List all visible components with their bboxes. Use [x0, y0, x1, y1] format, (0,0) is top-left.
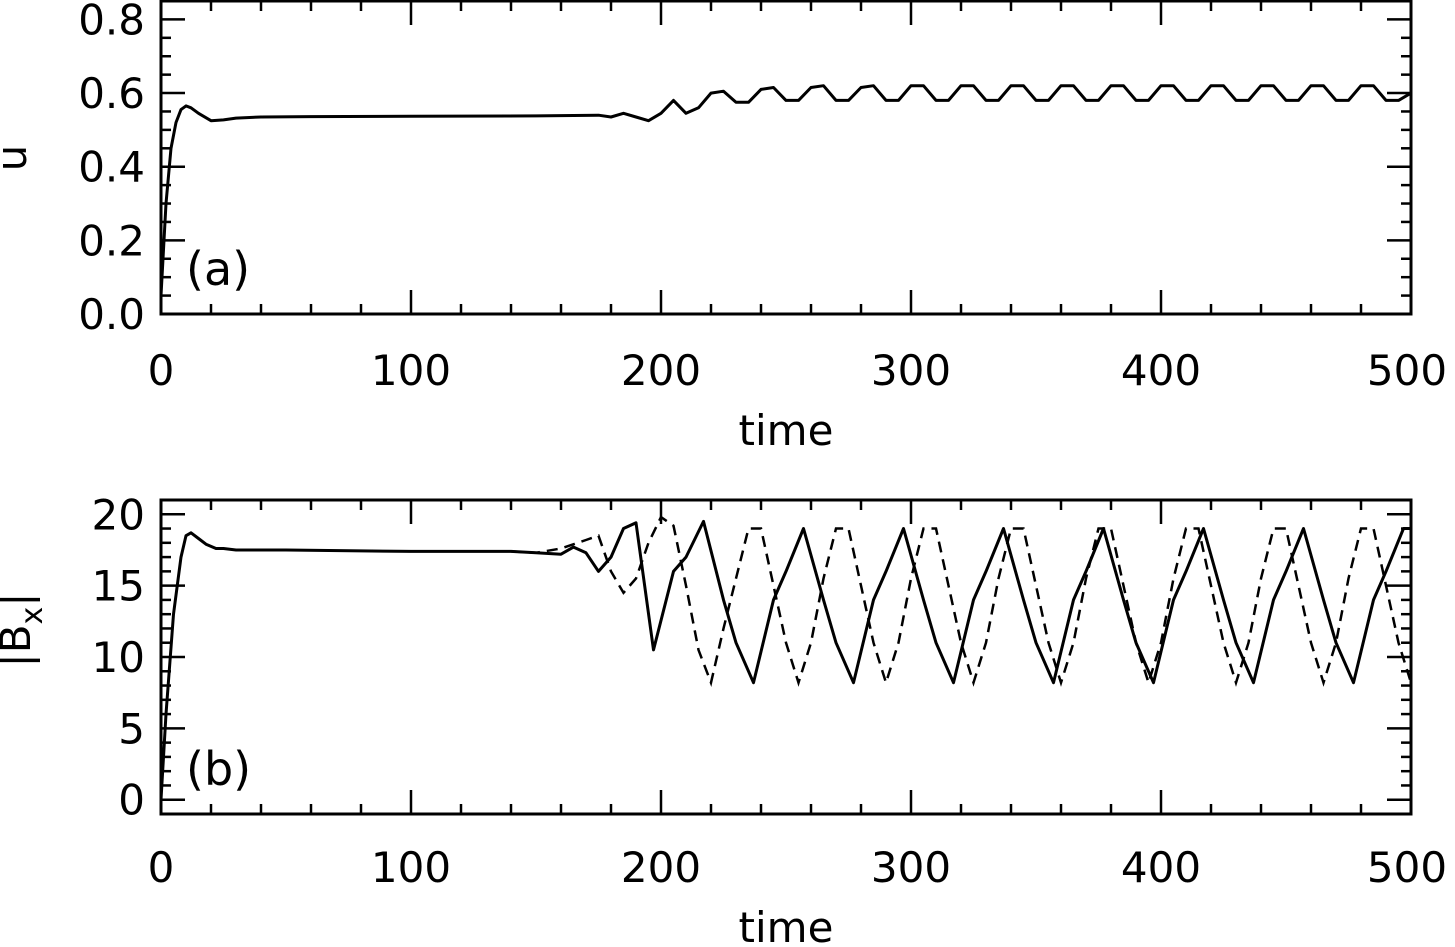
- y-tick-label-a: 0.6: [78, 69, 145, 118]
- y-tick-label-a: 0.4: [78, 143, 145, 192]
- panel-label-a: (a): [186, 242, 250, 296]
- y-tick-labels-a: 0.0 0.2 0.4 0.6 0.8: [78, 0, 145, 339]
- plot-frame-a: [159, 0, 1413, 316]
- y-tick-label-a: 0.0: [78, 290, 145, 339]
- y-axis-title-a: u: [0, 145, 36, 172]
- series-line-b-solid: [159, 519, 1411, 800]
- x-tick-label-a: 500: [1367, 346, 1447, 395]
- y-axis-title-b-sub: x: [15, 607, 50, 625]
- x-tick-label-b: 0: [148, 843, 175, 892]
- ticks-a: [159, 0, 1413, 316]
- series-line-b-dashed: [510, 515, 1413, 687]
- x-axis-title-b: time: [739, 903, 834, 947]
- x-tick-label-b: 300: [871, 843, 951, 892]
- series-group-a: [159, 84, 1412, 296]
- y-tick-label-b: 20: [92, 490, 145, 539]
- y-tick-label-b: 0: [118, 776, 145, 825]
- x-tick-label-b: 500: [1367, 843, 1447, 892]
- x-tick-label-b: 100: [371, 843, 451, 892]
- y-axis-title-b: |Bx|: [0, 593, 50, 668]
- x-tick-labels-b: 0 100 200 300 400 500: [148, 843, 1447, 892]
- y-tick-label-b: 5: [118, 704, 145, 753]
- y-tick-label-b: 15: [92, 562, 145, 611]
- x-axis-title-a: time: [739, 406, 834, 455]
- panel-label-b: (b): [186, 742, 251, 796]
- x-tick-labels-a: 0 100 200 300 400 500: [148, 346, 1447, 395]
- x-tick-label-a: 100: [371, 346, 451, 395]
- x-tick-label-a: 200: [621, 346, 701, 395]
- x-tick-label-b: 200: [621, 843, 701, 892]
- ticks-b: [159, 498, 1413, 816]
- y-tick-label-b: 10: [92, 633, 145, 682]
- y-tick-label-a: 0.2: [78, 216, 145, 265]
- panel-b: 0 100 200 300 400 500 0 5 10 15 20 (b) time |Bx|: [0, 490, 1447, 947]
- y-axis-title-b-end: |: [0, 593, 40, 607]
- x-tick-label-a: 400: [1121, 346, 1201, 395]
- plot-frame-b: [159, 498, 1413, 816]
- series-group-b: [159, 515, 1413, 800]
- x-tick-label-b: 400: [1121, 843, 1201, 892]
- x-tick-label-a: 300: [871, 346, 951, 395]
- y-tick-labels-b: 0 5 10 15 20: [92, 490, 145, 824]
- panel-a: 0 100 200 300 400 500 0.0 0.2 0.4 0.6 0.8 (a) tim…: [0, 0, 1447, 455]
- x-tick-label-a: 0: [148, 346, 175, 395]
- y-tick-label-a: 0.8: [78, 0, 145, 44]
- y-axis-title-b-main: |B: [0, 624, 40, 667]
- series-line-a-solid: [159, 84, 1412, 296]
